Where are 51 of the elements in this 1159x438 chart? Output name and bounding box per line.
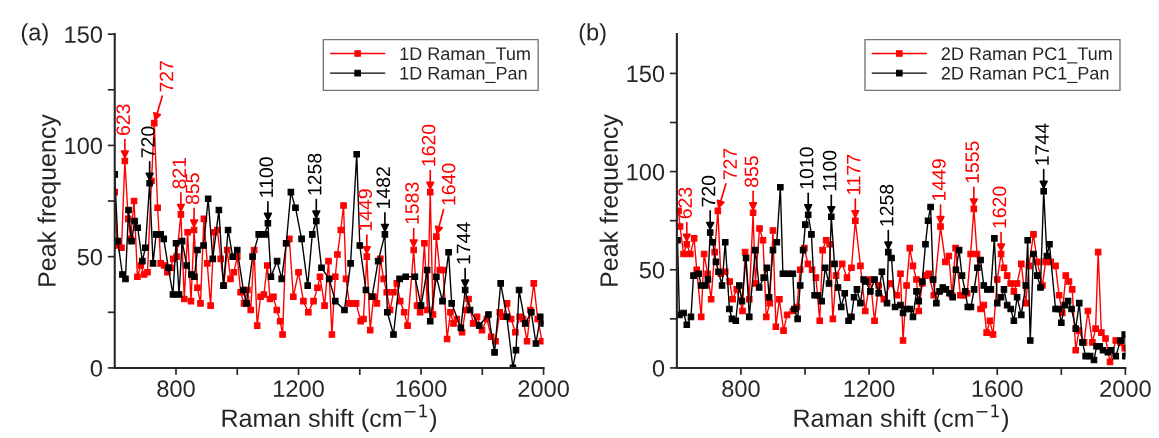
y-axis-title: Peak frequency bbox=[37, 114, 61, 286]
y-tick-label: 0 bbox=[652, 359, 665, 377]
y-tick-label: 100 bbox=[65, 137, 103, 155]
annotation: 1100 bbox=[259, 157, 274, 197]
annotation: 1620 bbox=[992, 186, 1007, 228]
x-tick-label: 1600 bbox=[972, 380, 1023, 398]
annotation: 855 bbox=[744, 156, 759, 187]
annotation: 1640 bbox=[441, 163, 456, 205]
annotation: 1744 bbox=[456, 222, 471, 264]
text: (a) bbox=[21, 23, 48, 46]
annotation: 1258 bbox=[879, 184, 894, 226]
y-tick-label: 150 bbox=[65, 26, 103, 43]
annotation: 727 bbox=[159, 61, 174, 92]
annotation: 855 bbox=[185, 173, 200, 205]
y-tick-label: 50 bbox=[639, 261, 665, 279]
annotation: 1449 bbox=[358, 189, 373, 231]
x-tick-label: 1200 bbox=[274, 380, 324, 398]
x-axis-title: Raman shift (cm$^{−1}$) bbox=[222, 404, 437, 433]
annotation: 1482 bbox=[376, 167, 391, 208]
annotation: 1583 bbox=[405, 182, 419, 224]
x-tick-label: 1600 bbox=[396, 380, 447, 398]
annotation: 720 bbox=[701, 175, 716, 207]
annotation: 623 bbox=[116, 104, 131, 135]
annotation: 720 bbox=[141, 126, 155, 158]
annotation: 1100 bbox=[822, 150, 837, 191]
legend-label: 2D Raman PC1_Tum bbox=[941, 47, 1112, 64]
annotation: 1744 bbox=[1035, 123, 1049, 165]
legend-label: 1D Raman_Tum bbox=[400, 47, 530, 64]
annotation: 727 bbox=[723, 148, 737, 180]
annotation: 821 bbox=[172, 157, 187, 189]
annotation: 1258 bbox=[307, 153, 322, 195]
annotation: 1620 bbox=[421, 124, 436, 166]
y-axis-title: Peak frequency bbox=[599, 114, 623, 286]
x-tick-label: 2000 bbox=[518, 380, 569, 398]
y-tick-label: 100 bbox=[627, 163, 665, 181]
x-tick-label: 2000 bbox=[1100, 380, 1151, 398]
annotation: 1555 bbox=[965, 141, 980, 183]
x-tick-label: 800 bbox=[722, 380, 760, 398]
text: (b) bbox=[579, 23, 606, 46]
annotation: 1449 bbox=[931, 159, 946, 201]
annotation: 1177 bbox=[846, 154, 861, 195]
y-tick-label: 50 bbox=[77, 248, 103, 266]
y-tick-label: 150 bbox=[627, 65, 665, 83]
legend-label: 2D Raman PC1_Pan bbox=[941, 66, 1109, 84]
legend-label: 1D Raman_Pan bbox=[400, 67, 527, 84]
x-tick-label: 800 bbox=[157, 380, 195, 398]
y-tick-label: 0 bbox=[90, 359, 103, 377]
annotation: 1010 bbox=[799, 147, 814, 189]
annotation: 623 bbox=[678, 187, 693, 219]
x-tick-label: 1200 bbox=[844, 380, 895, 398]
x-axis-title: Raman shift (cm$^{−1}$) bbox=[794, 404, 1008, 433]
